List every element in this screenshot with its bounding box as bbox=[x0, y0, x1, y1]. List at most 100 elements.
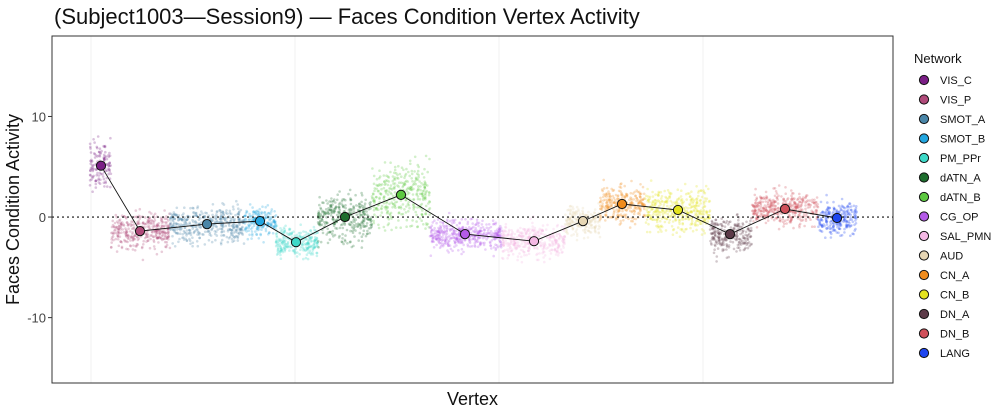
vertex-point bbox=[210, 228, 213, 232]
vertex-point bbox=[454, 238, 458, 241]
vertex-point bbox=[454, 236, 457, 239]
vertex-point bbox=[101, 175, 105, 178]
vertex-point bbox=[473, 230, 476, 233]
vertex-point bbox=[382, 201, 386, 205]
vertex-point bbox=[306, 246, 310, 250]
vertex-point bbox=[306, 241, 310, 245]
vertex-point bbox=[141, 221, 145, 224]
vertex-point bbox=[601, 189, 604, 193]
vertex-point bbox=[492, 222, 496, 226]
vertex-point bbox=[692, 200, 695, 203]
vertex-point bbox=[671, 228, 675, 232]
vertex-point bbox=[450, 236, 453, 240]
vertex-point bbox=[218, 217, 222, 221]
vertex-point bbox=[211, 203, 215, 206]
vertex-point bbox=[606, 200, 609, 203]
vertex-point bbox=[460, 247, 464, 251]
vertex-point bbox=[424, 212, 428, 216]
vertex-point bbox=[165, 217, 169, 221]
vertex-point bbox=[417, 175, 420, 179]
vertex-point bbox=[304, 230, 308, 234]
vertex-point bbox=[511, 236, 514, 239]
vertex-point bbox=[235, 235, 239, 238]
vertex-point bbox=[261, 226, 265, 229]
vertex-point bbox=[537, 229, 541, 233]
vertex-point bbox=[414, 176, 418, 180]
vertex-point bbox=[422, 176, 426, 179]
vertex-point bbox=[383, 180, 386, 183]
vertex-point bbox=[695, 228, 698, 232]
vertex-point bbox=[423, 196, 426, 200]
vertex-point bbox=[558, 245, 561, 248]
vertex-point bbox=[474, 223, 477, 227]
vertex-point bbox=[723, 237, 727, 240]
vertex-point bbox=[610, 199, 614, 203]
vertex-point bbox=[386, 183, 390, 187]
vertex-point bbox=[425, 189, 429, 193]
vertex-point bbox=[493, 232, 497, 235]
vertex-point bbox=[349, 229, 352, 233]
vertex-point bbox=[615, 208, 618, 211]
legend-label: PM_PPr bbox=[940, 153, 981, 165]
vertex-point bbox=[566, 221, 569, 224]
vertex-point bbox=[441, 244, 445, 248]
vertex-point bbox=[111, 232, 115, 236]
vertex-point bbox=[494, 222, 497, 226]
vertex-point bbox=[620, 193, 623, 196]
vertex-point bbox=[469, 227, 473, 231]
vertex-point bbox=[548, 235, 552, 238]
vertex-point bbox=[589, 231, 593, 234]
vertex-point bbox=[421, 192, 424, 195]
vertex-point bbox=[274, 220, 277, 223]
vertex-point bbox=[526, 249, 530, 253]
vertex-point bbox=[744, 230, 748, 234]
vertex-point bbox=[250, 221, 254, 224]
vertex-point bbox=[459, 237, 463, 241]
vertex-point bbox=[477, 221, 481, 225]
vertex-point bbox=[581, 212, 585, 216]
vertex-point bbox=[344, 204, 347, 207]
vertex-point bbox=[651, 190, 654, 194]
vertex-point bbox=[780, 195, 783, 198]
vertex-point bbox=[179, 227, 182, 230]
vertex-point bbox=[222, 213, 226, 216]
vertex-point bbox=[160, 234, 164, 237]
vertex-point bbox=[690, 199, 693, 202]
vertex-point bbox=[283, 244, 287, 248]
vertex-point bbox=[703, 191, 707, 195]
vertex-point bbox=[452, 230, 456, 233]
vertex-point bbox=[401, 212, 405, 216]
vertex-point bbox=[631, 202, 635, 205]
vertex-point bbox=[332, 211, 336, 215]
vertex-point bbox=[721, 224, 724, 228]
vertex-point bbox=[382, 197, 386, 200]
vertex-point bbox=[665, 201, 669, 204]
vertex-point bbox=[424, 227, 427, 230]
vertex-point bbox=[696, 209, 700, 213]
vertex-point bbox=[702, 202, 706, 205]
vertex-point bbox=[175, 231, 178, 235]
vertex-point bbox=[495, 232, 498, 236]
vertex-point bbox=[302, 247, 306, 251]
vertex-point bbox=[657, 230, 660, 234]
vertex-point bbox=[513, 241, 517, 244]
vertex-point bbox=[312, 242, 316, 246]
vertex-point bbox=[629, 196, 632, 199]
vertex-point bbox=[359, 222, 362, 226]
vertex-point bbox=[103, 185, 106, 188]
vertex-point bbox=[818, 221, 822, 225]
vertex-point bbox=[397, 211, 401, 214]
vertex-point bbox=[185, 234, 188, 237]
vertex-point bbox=[411, 180, 414, 183]
vertex-point bbox=[125, 247, 128, 251]
vertex-point bbox=[308, 246, 311, 249]
vertex-point bbox=[421, 194, 424, 198]
vertex-point bbox=[279, 249, 282, 253]
vertex-point bbox=[574, 230, 578, 233]
vertex-point bbox=[825, 226, 828, 230]
vertex-point bbox=[430, 224, 434, 227]
vertex-point bbox=[360, 213, 363, 217]
vertex-point bbox=[519, 231, 523, 234]
vertex-point bbox=[185, 232, 189, 235]
vertex-point bbox=[235, 225, 238, 229]
